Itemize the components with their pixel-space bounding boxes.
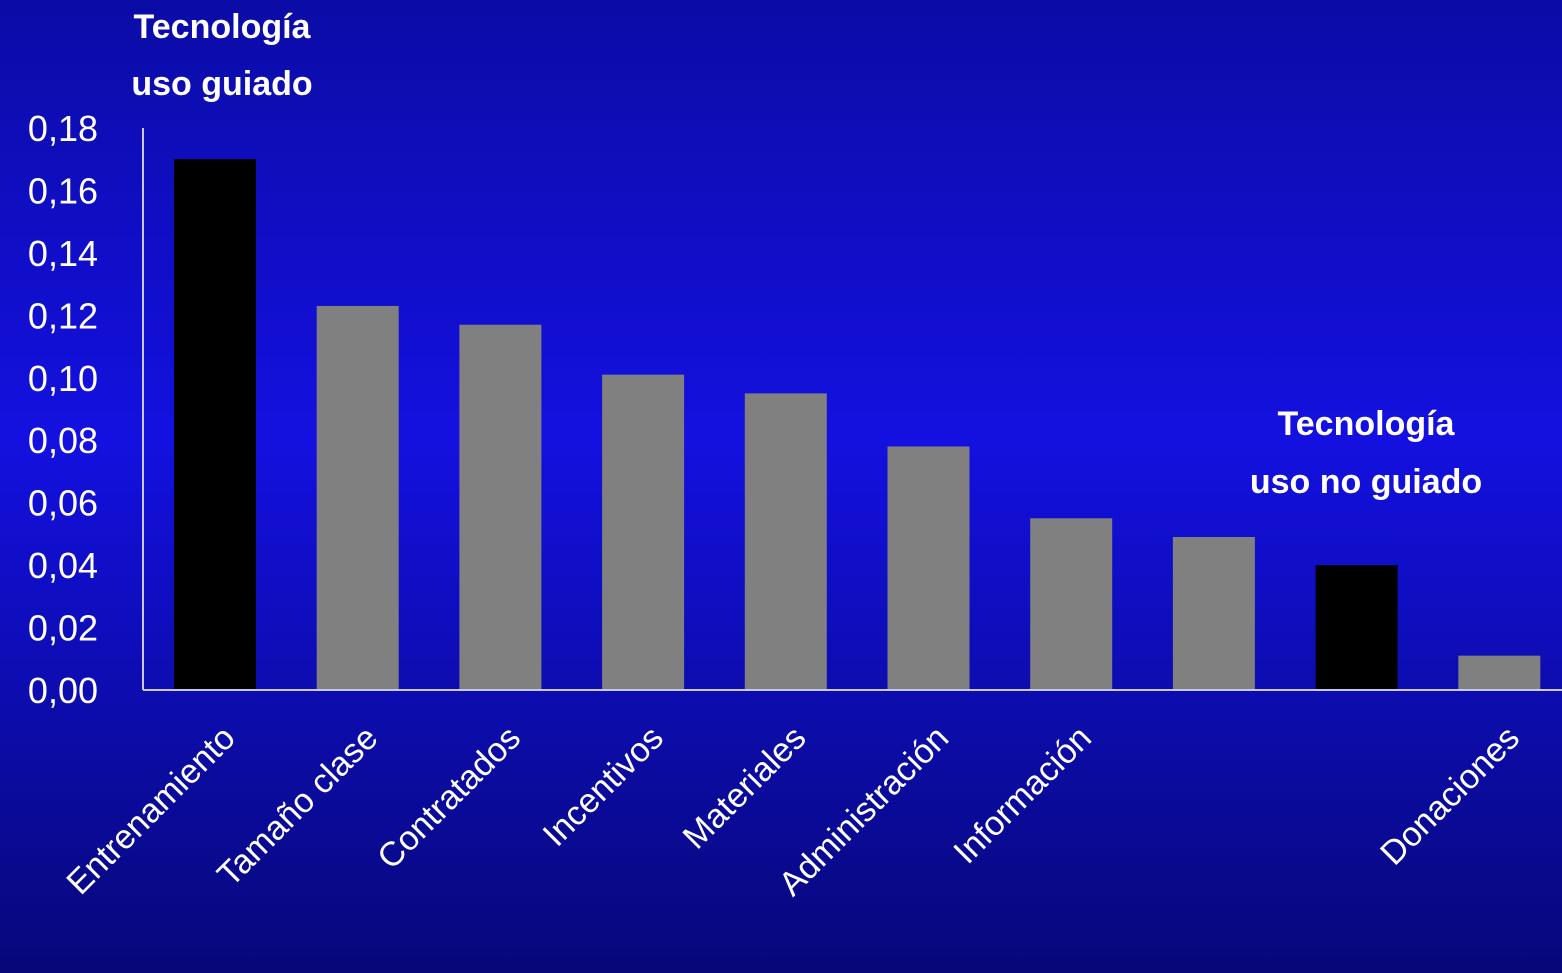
- x-tick-label: Información: [946, 719, 1098, 871]
- annotation-unguided-line2: uso no guiado: [1250, 463, 1482, 501]
- bar: [1315, 565, 1398, 690]
- x-tick-label: Incentivos: [536, 719, 671, 854]
- bar: [316, 305, 399, 690]
- y-tick-label: 0,12: [28, 295, 98, 336]
- annotation-guided-line1: Tecnología: [134, 8, 312, 46]
- bar: [1030, 518, 1113, 690]
- bar: [744, 393, 827, 690]
- x-tick-label: Materiales: [676, 719, 814, 857]
- y-tick-label: 0,02: [28, 608, 98, 649]
- y-tick-label: 0,10: [28, 358, 98, 399]
- bar: [887, 446, 970, 690]
- y-tick-label: 0,00: [28, 670, 98, 711]
- bars-group: [174, 159, 1541, 690]
- y-tick-label: 0,04: [28, 545, 98, 586]
- bar: [174, 159, 256, 690]
- y-tick-label: 0,06: [28, 483, 98, 524]
- annotation-unguided-line1: Tecnología: [1278, 405, 1456, 443]
- y-tick-label: 0,18: [28, 108, 98, 149]
- bar: [1458, 655, 1541, 690]
- x-tick-label: Donaciones: [1373, 719, 1527, 873]
- x-tick-label: Contratados: [370, 719, 528, 877]
- x-tick-label: Entrenamiento: [59, 719, 242, 902]
- bar: [459, 324, 542, 690]
- annotation-guided-line2: uso guiado: [131, 65, 312, 103]
- y-tick-label: 0,14: [28, 233, 98, 274]
- y-tick-label: 0,16: [28, 170, 98, 211]
- y-tick-label: 0,08: [28, 420, 98, 461]
- bar: [602, 374, 685, 690]
- bar: [1172, 537, 1255, 690]
- y-axis-ticks: 0,18 0,16 0,14 0,12 0,10 0,08 0,06 0,04 0,02 0,00: [28, 108, 98, 711]
